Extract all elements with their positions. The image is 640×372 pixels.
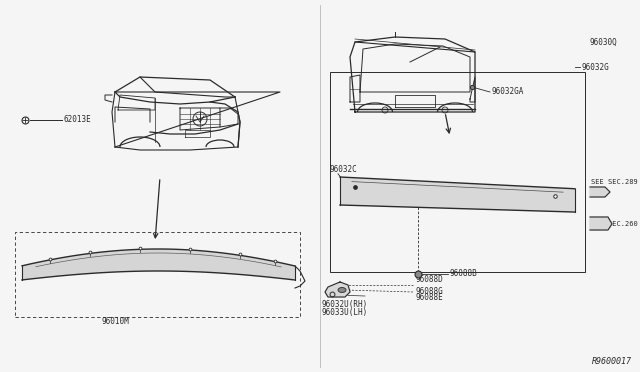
Ellipse shape [338, 288, 346, 292]
Text: 96033U(LH): 96033U(LH) [322, 308, 368, 317]
Polygon shape [22, 249, 295, 280]
Text: 96088E: 96088E [415, 294, 443, 302]
Polygon shape [325, 282, 350, 297]
Text: 96088G: 96088G [415, 286, 443, 295]
Polygon shape [590, 187, 610, 197]
Text: 96088B: 96088B [450, 269, 477, 279]
Text: R9600017: R9600017 [592, 357, 632, 366]
Text: 96032GA: 96032GA [492, 87, 524, 96]
Bar [15, 232, 300, 317]
Text: SEE SEC.260: SEE SEC.260 [591, 221, 637, 227]
Text: 96030Q: 96030Q [590, 38, 618, 46]
Text: 96032U(RH): 96032U(RH) [322, 301, 368, 310]
Bar [330, 72, 585, 272]
Polygon shape [340, 177, 575, 212]
Text: 96032G: 96032G [582, 62, 610, 71]
Text: SEE SEC.289: SEE SEC.289 [591, 179, 637, 185]
Polygon shape [590, 217, 612, 230]
Text: 96010M: 96010M [101, 317, 129, 327]
Text: 96032C: 96032C [330, 165, 358, 174]
Text: 62013E: 62013E [64, 115, 92, 125]
Text: 96088D: 96088D [415, 275, 443, 284]
